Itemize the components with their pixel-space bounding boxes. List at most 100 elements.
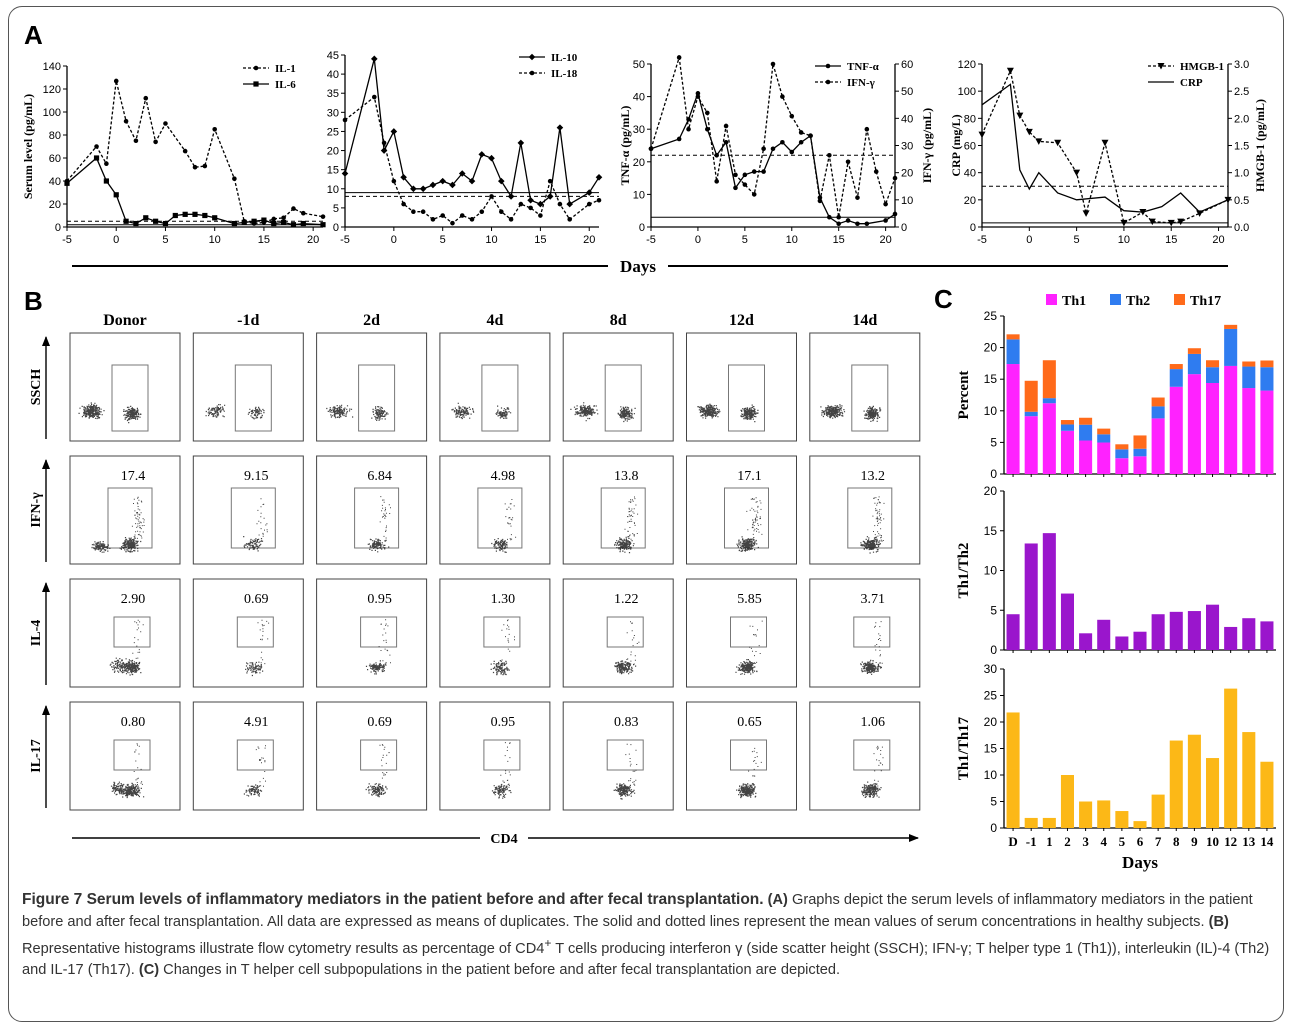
y-tick-label: 20	[633, 157, 645, 169]
flow-events	[613, 743, 638, 800]
data-point	[723, 139, 729, 145]
data-point	[271, 220, 277, 227]
y-tick-label: 20	[964, 195, 976, 207]
flow-plot-frame	[439, 455, 551, 565]
y-tick-label: 0	[990, 643, 997, 657]
data-point	[182, 148, 188, 154]
flow-plot-frame	[686, 701, 797, 811]
x-tick-label: 20	[307, 234, 319, 246]
gate-box	[236, 739, 274, 771]
legend-marker	[253, 65, 259, 71]
legend-marker	[528, 53, 536, 61]
bar	[1115, 636, 1129, 650]
data-point	[883, 218, 888, 223]
data-point	[162, 220, 169, 227]
data-point	[595, 174, 603, 181]
bar	[1151, 794, 1165, 828]
data-point	[517, 139, 525, 147]
data-point	[420, 209, 426, 215]
data-point	[596, 197, 602, 203]
data-point	[440, 213, 445, 218]
bar-Th1	[1151, 418, 1165, 474]
panel-label-c: C	[934, 284, 953, 314]
gate-percentage: 4.98	[491, 469, 516, 484]
y-tick-label: 50	[633, 59, 645, 71]
x-tick-label: 1	[1046, 834, 1053, 849]
bar-Th2	[1151, 406, 1165, 419]
bar-Th1	[1187, 374, 1201, 474]
bar-Th2	[1060, 424, 1074, 431]
caption-part-b-label: (B)	[1208, 913, 1229, 930]
data-point	[241, 219, 247, 225]
bar	[1097, 800, 1111, 828]
y-tick-label: 20	[984, 715, 998, 729]
x-tick-label: 12	[1224, 834, 1237, 849]
data-point	[1167, 219, 1175, 227]
data-point	[648, 146, 654, 152]
gate-percentage: 0.95	[367, 592, 392, 607]
bar-Th2	[1024, 411, 1038, 417]
y-tick-label: 10	[984, 564, 998, 578]
data-point	[320, 214, 326, 219]
gate-box	[728, 364, 765, 432]
y-tick-label: 30	[984, 662, 998, 676]
flow-row-label: IFN-γ	[29, 492, 44, 528]
bar-Th2	[1206, 367, 1220, 383]
data-point	[714, 179, 719, 184]
bar-Th17	[1260, 360, 1274, 368]
flow-cell: 6.84	[316, 455, 428, 565]
flow-events	[570, 402, 636, 423]
data-point	[123, 118, 129, 124]
y-tick-label: 80	[964, 113, 976, 125]
data-point	[789, 113, 795, 119]
bar-Th1	[1115, 458, 1129, 474]
bar-Th2	[1079, 424, 1093, 441]
y-tick-label: 45	[327, 50, 339, 62]
flow-events	[491, 742, 512, 799]
flow-plot-frame	[192, 455, 304, 565]
gate-box	[853, 739, 891, 771]
flow-events	[205, 404, 265, 420]
y-tick-label: 40	[327, 69, 339, 81]
panel-c-chart-1: 0 5 10 15 20 25 Percent Th1 Th2 Th17	[956, 294, 1276, 481]
x-tick-label: 5	[742, 234, 748, 246]
y-tick-label: 0	[55, 222, 61, 234]
gate-box	[851, 364, 889, 432]
data-point	[883, 201, 888, 207]
y-axis-label: Th1/Th17	[956, 716, 972, 780]
data-point	[469, 217, 475, 222]
flow-events	[860, 621, 883, 675]
legend-swatch	[1174, 294, 1185, 305]
data-point	[341, 170, 349, 177]
data-point	[450, 220, 455, 226]
panel-c-chart-2: 0 5 10 15 20 Th1/Th2	[956, 484, 1276, 657]
x-tick-label: 5	[1119, 834, 1126, 849]
data-point	[761, 146, 766, 152]
bar	[1079, 633, 1093, 650]
caption-title: Figure 7 Serum levels of inflammatory me…	[22, 891, 764, 908]
caption-part-c-label: (C)	[138, 962, 160, 979]
data-point	[798, 139, 804, 145]
flow-events	[78, 402, 142, 424]
data-point	[458, 170, 466, 177]
data-point	[733, 185, 738, 191]
bar	[1169, 740, 1183, 828]
data-point	[845, 159, 851, 165]
flow-plot-frame	[316, 455, 428, 565]
data-point	[439, 177, 446, 185]
x-tick-label: 10	[485, 234, 497, 246]
flow-plot-frame	[316, 332, 428, 442]
flow-events	[697, 403, 759, 423]
y-tick-label: 140	[43, 61, 61, 73]
y2-tick-label: 3.0	[1234, 59, 1249, 71]
data-point	[845, 218, 851, 223]
data-point	[1177, 218, 1185, 226]
data-point	[751, 169, 757, 174]
bar-Th2	[1133, 448, 1147, 457]
data-point	[372, 94, 377, 100]
y-tick-label: 10	[984, 404, 998, 418]
flow-plot-frame	[439, 578, 551, 688]
